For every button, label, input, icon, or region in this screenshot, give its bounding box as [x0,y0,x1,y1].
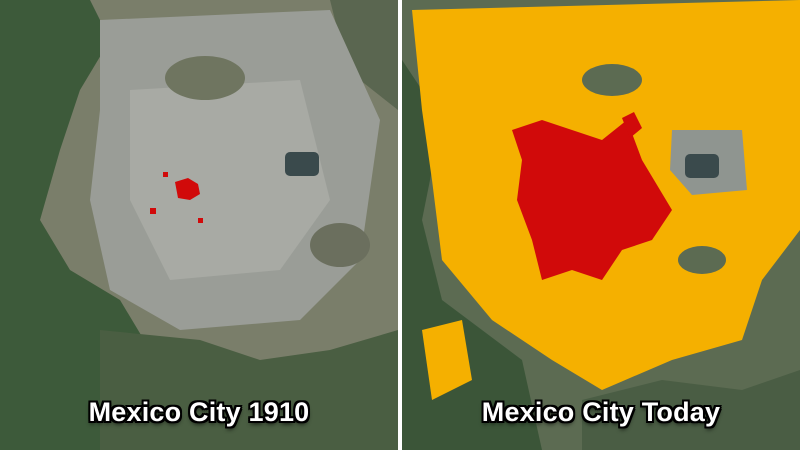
urban-core [130,80,330,280]
urban-extent-1910 [512,120,672,280]
urban-extent-1910 [175,178,200,200]
map-panel-1910: Mexico City 1910 [0,0,398,450]
lake-texcoco [685,154,719,178]
vegetation-gap [582,64,642,96]
forest-south [100,330,398,450]
hill-north [165,56,245,100]
vegetation-gap [678,246,726,274]
urban-extent-1910-arm [622,112,642,138]
urban-extent-1910-patch [150,208,156,214]
panel-caption-1910: Mexico City 1910 [88,397,310,427]
satellite-map-1910 [0,0,398,450]
panel-divider [398,0,402,450]
urban-extent-today-patch [422,320,472,400]
forest-south [582,370,800,450]
urban-extent-1910-patch [163,172,168,177]
hill-east [310,223,370,267]
map-panel-today: Mexico City Today [402,0,800,450]
urban-extent-1910-patch [198,218,203,223]
lake-texcoco [285,152,319,176]
satellite-map-today [402,0,800,450]
forest-northeast [330,0,398,110]
panel-caption-today: Mexico City Today [481,397,721,427]
